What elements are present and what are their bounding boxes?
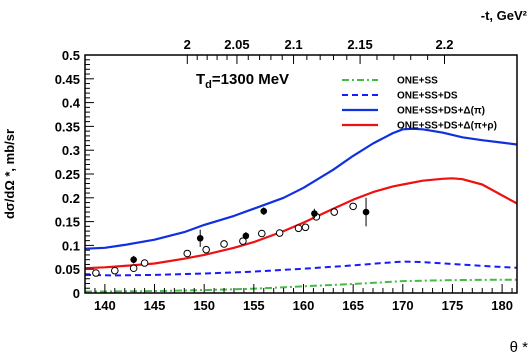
open-data-point: [294, 224, 303, 233]
open-data-point: [275, 229, 284, 237]
data-points: [92, 197, 370, 277]
y-axis: 0 0.05 0.1 0.15 0.2 0.25 0.3 0.35 0.4 0.45 0.5: [55, 48, 94, 301]
y-tick-label: 0.15: [55, 215, 80, 230]
legend-entry-0: ONE+SS: [397, 76, 438, 87]
filled-data-point: [362, 208, 370, 216]
open-data-point: [257, 229, 266, 238]
top-tick-label: 2: [184, 37, 191, 52]
y-tick-label: 0.5: [62, 48, 80, 63]
y-tick-label: 0.3: [62, 143, 80, 158]
series-line-2: [84, 127, 518, 250]
open-data-point: [330, 208, 339, 216]
open-data-point: [129, 264, 138, 273]
top-tick-label: 2.2: [435, 37, 453, 52]
y-tick-label: 0.45: [55, 72, 80, 87]
series-line-0: [84, 278, 517, 293]
filled-data-point: [242, 232, 250, 240]
x-axis-label: θ *: [510, 339, 529, 356]
y-tick-label: 0.35: [55, 119, 80, 134]
top-tick-label: 2.05: [224, 37, 249, 52]
open-data-point: [92, 269, 100, 277]
top-tick-label: 2.1: [285, 37, 303, 52]
y-tick-label: 0: [73, 286, 80, 301]
x-tick-label: 175: [442, 298, 464, 313]
y-tick-label: 0.2: [62, 191, 80, 206]
annotation-main: T: [196, 71, 205, 88]
y-tick-label: 0.25: [55, 167, 80, 182]
top-tick-label: 2.15: [347, 37, 372, 52]
filled-data-point: [260, 207, 268, 215]
x-tick-label: 145: [144, 298, 166, 313]
y-tick-label: 0.05: [55, 262, 80, 277]
filled-data-point: [311, 210, 318, 217]
top-axis: 2 2.05 2.1 2.15 2.2: [184, 37, 454, 64]
y-tick-label: 0.1: [62, 238, 80, 253]
y-tick-label: 0.4: [62, 96, 81, 111]
open-data-point: [202, 245, 210, 254]
x-axis: 140 145 150 155 160 165 170 175 180: [84, 284, 513, 313]
open-data-point: [239, 237, 247, 245]
open-data-point: [349, 202, 357, 211]
filled-data-point: [196, 234, 204, 242]
x-tick-label: 165: [342, 298, 364, 313]
open-data-point: [183, 249, 192, 258]
x-tick-label: 150: [193, 298, 215, 313]
annotation-suffix: =1300 MeV: [212, 71, 289, 88]
legend-entry-1: ONE+SS+DS: [397, 91, 458, 102]
filled-data-point: [130, 256, 137, 263]
legend-entry-2: ONE+SS+DS+Δ(π): [397, 106, 485, 117]
x-tick-label: 180: [491, 298, 513, 313]
open-data-point: [140, 259, 149, 267]
energy-annotation: Td=1300 MeV: [196, 71, 289, 91]
top-axis-label: -t, GeV²: [481, 8, 528, 23]
open-data-point: [220, 240, 228, 248]
series-line-3: [84, 177, 518, 270]
curves: [84, 127, 518, 293]
x-tick-label: 160: [293, 298, 315, 313]
legend: ONE+SS ONE+SS+DS ONE+SS+DS+Δ(π) ONE+SS+DS+Δ…: [342, 76, 497, 132]
y-axis-label: dσ/dΩ *, mb/sr: [2, 129, 17, 219]
x-tick-label: 170: [392, 298, 414, 313]
open-data-point: [110, 266, 119, 275]
annotation-subscript: d: [205, 79, 212, 91]
open-data-point: [301, 223, 310, 232]
x-tick-label: 140: [94, 298, 116, 313]
x-tick-label: 155: [243, 298, 265, 313]
legend-entry-3: ONE+SS+DS+Δ(π+ρ): [397, 121, 497, 132]
